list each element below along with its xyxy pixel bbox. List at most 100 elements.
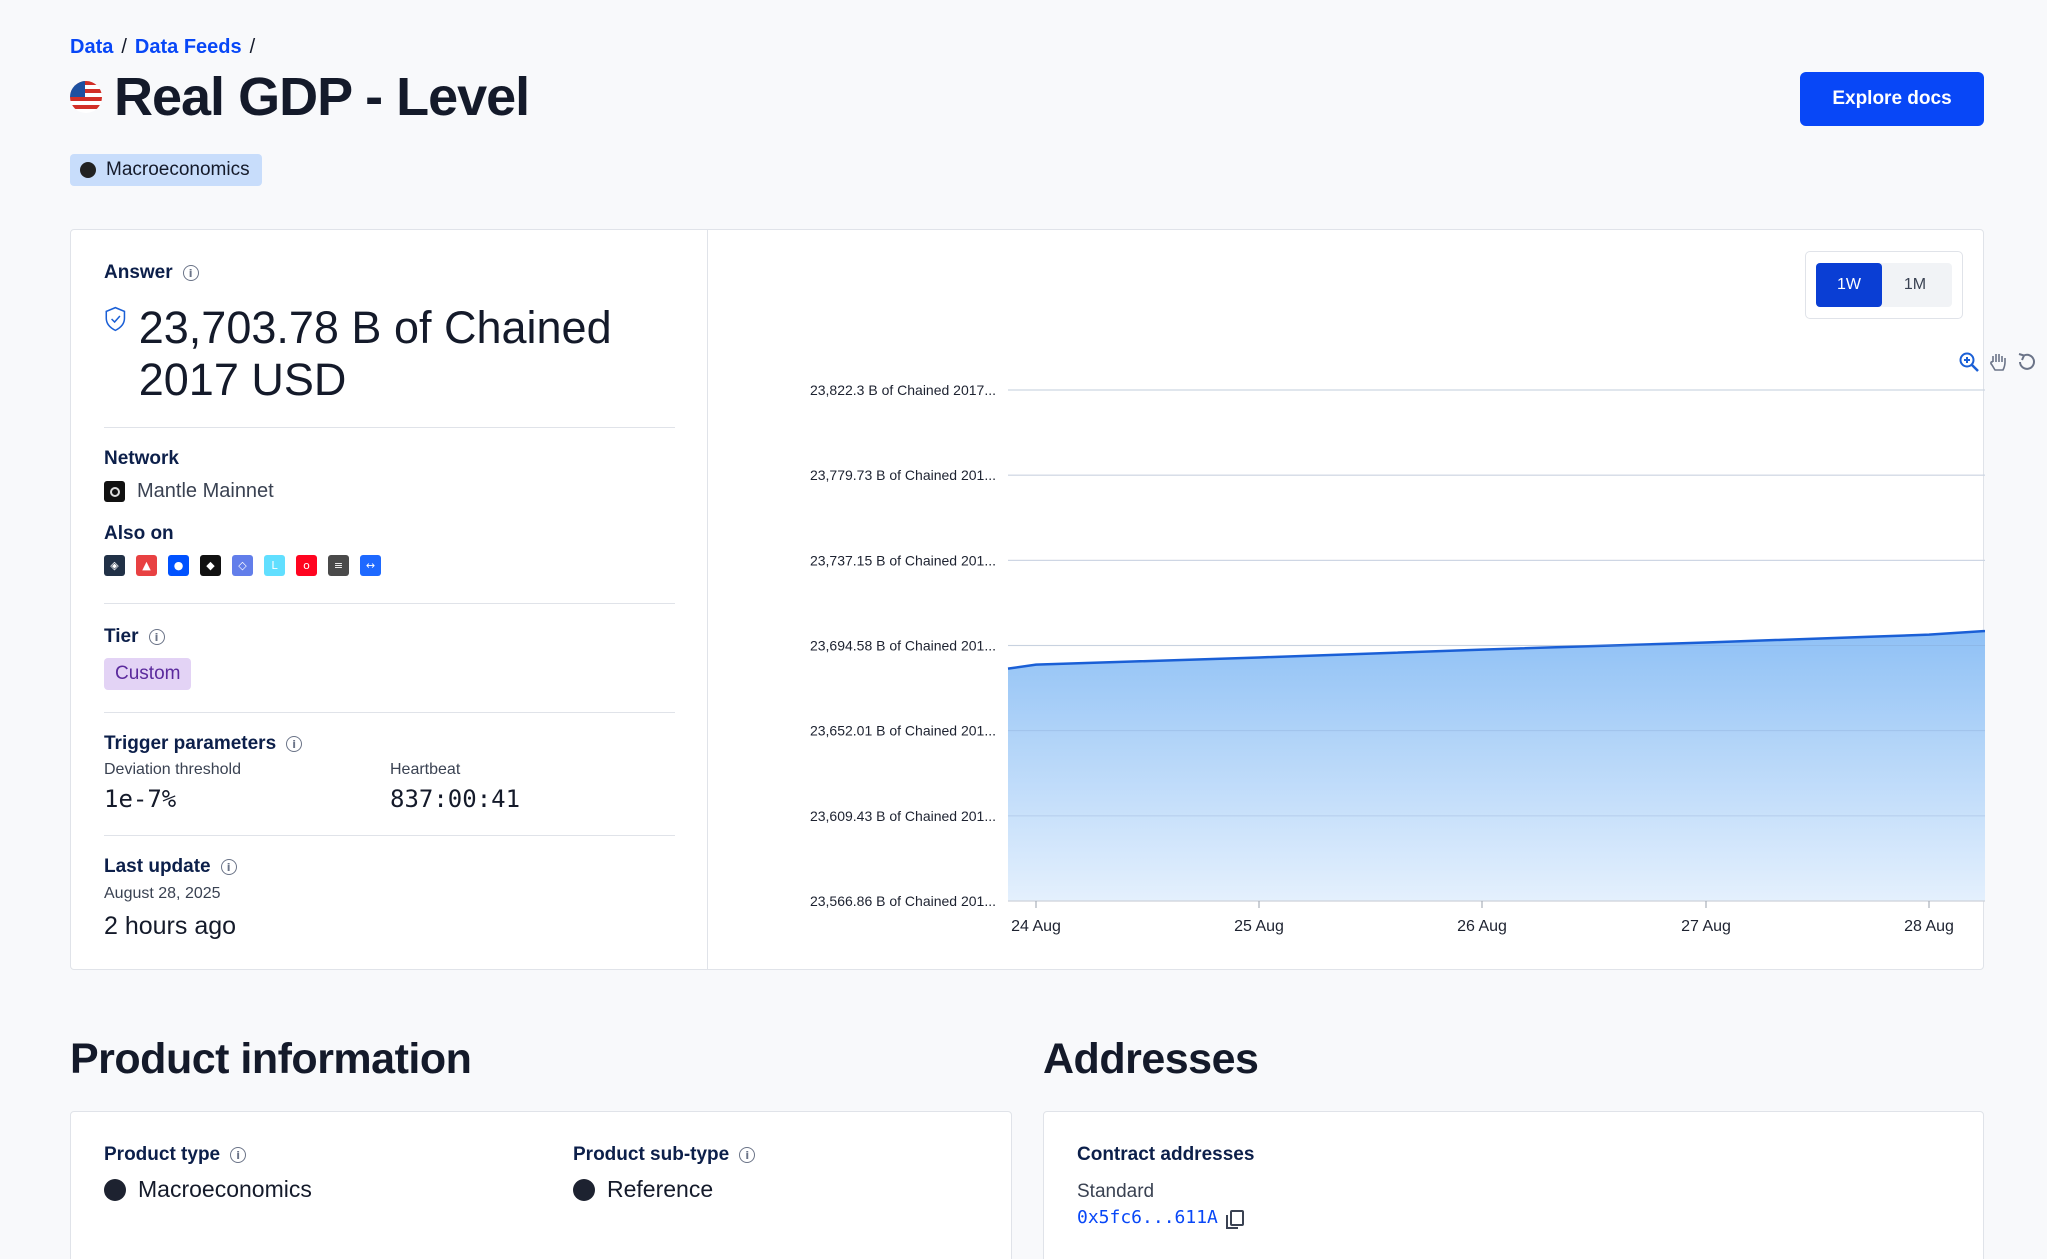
breadcrumb-separator: / xyxy=(121,36,127,58)
page-title: Real GDP - Level xyxy=(114,67,530,127)
divider xyxy=(104,603,675,604)
trigger-label-text: Trigger parameters xyxy=(104,733,277,754)
ethereum-icon[interactable]: ◇ xyxy=(232,555,253,576)
standard-address: 0x5fc6...611A xyxy=(1077,1207,1244,1229)
explore-docs-button[interactable]: Explore docs xyxy=(1800,72,1984,126)
deviation-value: 1e-7% xyxy=(104,785,177,813)
category-tag[interactable]: Macroeconomics xyxy=(70,154,262,186)
reference-icon xyxy=(573,1178,595,1201)
feed-details-panel: Answer i 23,703.78 B of Chained 2017 USD… xyxy=(71,230,708,969)
reset-zoom-icon[interactable] xyxy=(2015,350,2039,374)
x-tick-label: 27 Aug xyxy=(1681,918,1731,935)
product-type-text: Macroeconomics xyxy=(138,1176,312,1202)
breadcrumb-data-link[interactable]: Data xyxy=(70,36,114,58)
addresses-card: Contract addresses Standard 0x5fc6...611… xyxy=(1043,1111,1984,1259)
contract-addresses-label: Contract addresses xyxy=(1077,1144,1255,1165)
feed-overview-card: Answer i 23,703.78 B of Chained 2017 USD… xyxy=(70,229,2035,971)
y-tick-label: 23,779.73 B of Chained 201... xyxy=(810,467,996,483)
standard-label: Standard xyxy=(1077,1181,1155,1202)
divider xyxy=(104,427,675,428)
product-information-heading: Product information xyxy=(70,1035,472,1083)
scroll-icon[interactable]: ≡ xyxy=(328,555,349,576)
globe-icon xyxy=(104,1178,126,1201)
base-icon[interactable]: ● xyxy=(168,555,189,576)
heartbeat-value: 837:00:41 xyxy=(390,785,521,813)
network-name: Mantle Mainnet xyxy=(137,480,274,502)
last-update-label-text: Last update xyxy=(104,856,211,877)
breadcrumb: Data / Data Feeds / xyxy=(70,36,255,59)
info-icon[interactable]: i xyxy=(286,736,303,752)
chart-panel: 1W 1M 23,822.3 B of Ch xyxy=(709,230,2035,971)
y-tick-label: 23,652.01 B of Chained 201... xyxy=(810,723,996,739)
product-subtype-value: Reference xyxy=(573,1176,713,1203)
series-line xyxy=(1007,629,1985,670)
tier-label: Tier i xyxy=(104,626,165,648)
series-area xyxy=(1008,630,1985,901)
divider xyxy=(104,835,675,836)
info-icon[interactable]: i xyxy=(739,1147,756,1163)
pan-hand-icon[interactable] xyxy=(1986,350,2010,374)
mantle-icon xyxy=(104,481,125,502)
breadcrumb-data-feeds-link[interactable]: Data Feeds xyxy=(134,36,242,58)
answer-value-text: 23,703.78 B of Chained 2017 USD xyxy=(138,302,612,405)
price-chart[interactable]: 23,822.3 B of Chained 2017... 23,779.73 B… xyxy=(709,230,1985,971)
x-tick-label: 26 Aug xyxy=(1457,918,1507,935)
product-type-label-text: Product type xyxy=(104,1144,221,1165)
product-type-value: Macroeconomics xyxy=(104,1176,312,1203)
category-tag-label: Macroeconomics xyxy=(106,159,250,180)
network-label: Network xyxy=(104,448,179,469)
globe-icon xyxy=(80,162,96,178)
network-value: Mantle Mainnet xyxy=(104,480,274,503)
x-tick-label: 24 Aug xyxy=(1011,918,1061,935)
info-icon[interactable]: i xyxy=(220,859,237,875)
y-tick-label: 23,609.43 B of Chained 201... xyxy=(810,808,996,824)
product-type-label: Product type i xyxy=(104,1144,247,1166)
deviation-threshold: Deviation threshold 1e-7% xyxy=(104,761,241,813)
heartbeat: Heartbeat 837:00:41 xyxy=(390,761,520,813)
answer-label-text: Answer xyxy=(104,262,173,283)
y-tick-label: 23,566.86 B of Chained 201... xyxy=(810,893,996,909)
addresses-heading: Addresses xyxy=(1043,1035,1259,1083)
tier-label-text: Tier xyxy=(104,626,139,647)
tier-badge: Custom xyxy=(104,658,192,690)
x-tick-label: 28 Aug xyxy=(1904,918,1954,935)
bnb-icon[interactable]: ◆ xyxy=(200,555,221,576)
product-subtype-label: Product sub-type i xyxy=(573,1144,756,1166)
deviation-label: Deviation threshold xyxy=(104,761,241,778)
y-tick-label: 23,694.58 B of Chained 201... xyxy=(810,638,996,654)
y-tick-label: 23,822.3 B of Chained 2017... xyxy=(810,382,996,398)
divider xyxy=(104,712,675,713)
last-update-date: August 28, 2025 xyxy=(104,885,221,902)
product-subtype-label-text: Product sub-type xyxy=(573,1144,730,1165)
optimism-icon[interactable]: o xyxy=(296,555,317,576)
zksync-icon[interactable]: ↔ xyxy=(360,555,381,576)
last-update-relative: 2 hours ago xyxy=(104,912,237,940)
answer-label: Answer i xyxy=(104,262,199,284)
last-update-label: Last update i xyxy=(104,856,237,878)
us-flag-icon xyxy=(70,81,102,113)
range-1m-button[interactable]: 1M xyxy=(1903,276,1927,293)
range-toggle: 1W 1M xyxy=(1805,251,1963,319)
product-information-card: Product type i Macroeconomics Product su… xyxy=(70,1111,1012,1259)
trigger-parameters-label: Trigger parameters i xyxy=(104,733,303,755)
also-on-label: Also on xyxy=(104,523,174,544)
contract-address-link[interactable]: 0x5fc6...611A xyxy=(1077,1207,1218,1228)
product-subtype-text: Reference xyxy=(607,1176,714,1202)
info-icon[interactable]: i xyxy=(182,265,199,281)
info-icon[interactable]: i xyxy=(230,1147,247,1163)
range-1w-button[interactable]: 1W xyxy=(1816,263,1882,307)
arbitrum-icon[interactable]: ◈ xyxy=(104,555,125,576)
answer-value: 23,703.78 B of Chained 2017 USD xyxy=(104,302,664,406)
linea-icon[interactable]: L xyxy=(264,555,285,576)
avalanche-icon[interactable]: ▲ xyxy=(136,555,157,576)
copy-icon[interactable] xyxy=(1225,1209,1244,1229)
shield-check-icon xyxy=(105,306,126,332)
x-tick-label: 25 Aug xyxy=(1234,918,1284,935)
heartbeat-label: Heartbeat xyxy=(390,761,461,778)
zoom-in-icon[interactable] xyxy=(1957,350,1981,374)
title-row: Real GDP - Level xyxy=(70,66,530,128)
info-icon[interactable]: i xyxy=(148,629,165,645)
y-tick-label: 23,737.15 B of Chained 201... xyxy=(810,552,996,568)
breadcrumb-separator: / xyxy=(249,36,256,58)
